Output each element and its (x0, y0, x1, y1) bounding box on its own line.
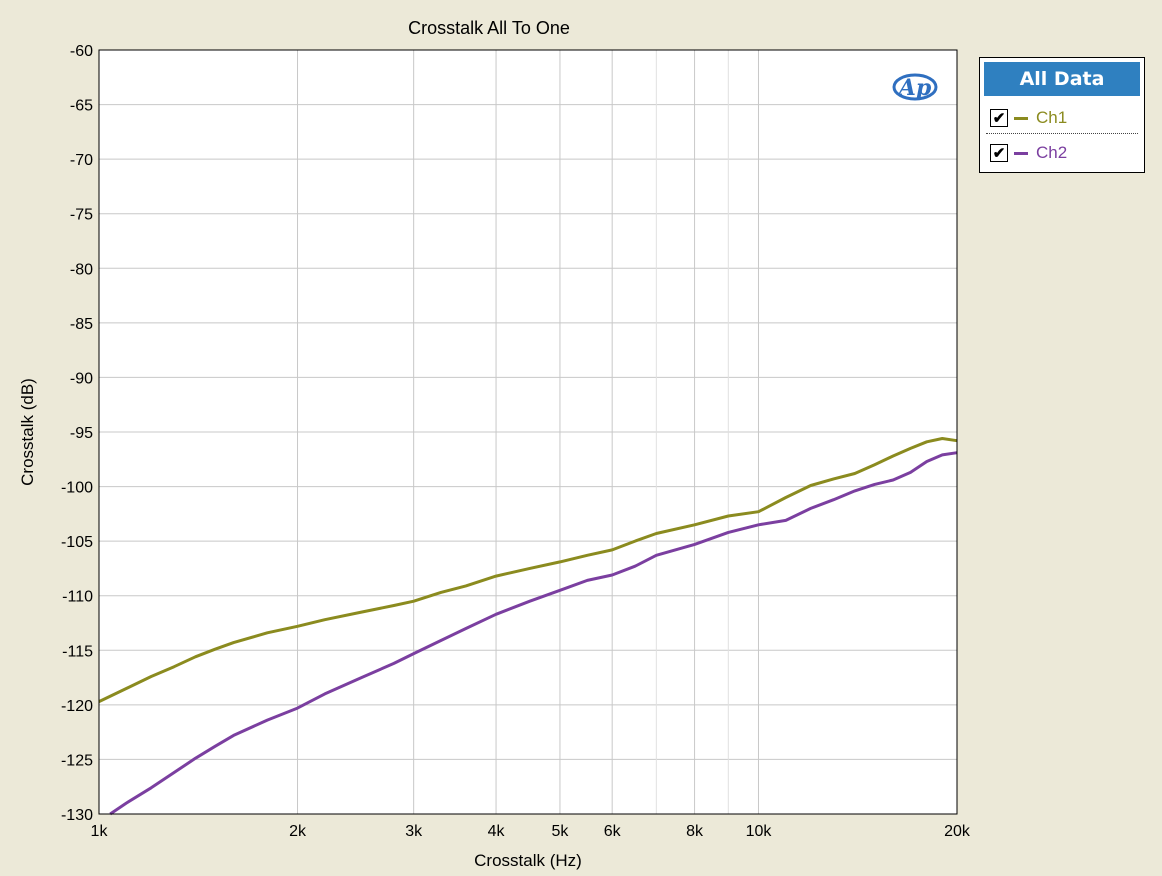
y-tick-label: -130 (61, 807, 93, 824)
y-tick-label: -105 (61, 534, 93, 551)
legend-label-ch2: Ch2 (1036, 143, 1068, 162)
legend-item-ch1[interactable]: ✔ Ch1 (986, 103, 1138, 134)
y-tick-label: -100 (61, 480, 93, 497)
y-tick-label: -75 (70, 207, 93, 224)
legend-header: All Data (984, 62, 1140, 96)
x-tick-label: 4k (488, 823, 506, 840)
y-tick-label: -95 (70, 425, 93, 442)
y-tick-label: -125 (61, 752, 93, 769)
x-tick-label: 10k (746, 823, 773, 840)
x-axis-title: Crosstalk (Hz) (474, 851, 582, 870)
y-tick-label: -85 (70, 316, 93, 333)
y-tick-label: -110 (62, 589, 93, 606)
x-tick-label: 3k (405, 823, 423, 840)
svg-text:Ap: Ap (897, 75, 932, 101)
y-tick-label: -65 (70, 98, 93, 115)
series-line-ch2 (109, 451, 958, 816)
y-tick-label: -90 (70, 370, 93, 387)
x-tick-label: 2k (289, 823, 307, 840)
x-tick-label: 1k (91, 823, 109, 840)
grid (98, 49, 958, 815)
y-axis-ticks: -60 -65 -70 -75 -80 -85 -90 -95 -100 -105 -110 -115… (61, 43, 93, 824)
x-tick-label: 6k (604, 823, 622, 840)
checkbox-ch1[interactable]: ✔ (990, 109, 1008, 127)
y-tick-label: -70 (70, 152, 93, 169)
legend-item-ch2[interactable]: ✔ Ch2 (986, 138, 1138, 168)
plot-border (98, 49, 958, 815)
checkbox-ch2[interactable]: ✔ (990, 144, 1008, 162)
y-tick-label: -120 (61, 698, 93, 715)
x-tick-label: 20k (944, 823, 971, 840)
swatch-ch1 (1014, 116, 1028, 120)
x-axis-ticks: 1k 2k 3k 4k 5k 6k 8k 10k 20k (91, 823, 971, 840)
legend: All Data ✔ Ch1 ✔ Ch2 (979, 57, 1145, 173)
y-tick-label: -115 (62, 643, 93, 660)
legend-label-ch1: Ch1 (1036, 108, 1068, 127)
y-tick-label: -60 (70, 43, 93, 60)
swatch-ch2 (1014, 151, 1028, 155)
x-tick-label: 5k (552, 823, 570, 840)
ap-logo-icon: Ap (892, 73, 938, 101)
y-tick-label: -80 (70, 261, 93, 278)
series-layer (98, 437, 958, 816)
y-axis-title: Crosstalk (dB) (18, 378, 37, 486)
x-tick-label: 8k (686, 823, 704, 840)
series-line-ch1 (98, 437, 958, 703)
chart-title: Crosstalk All To One (408, 18, 570, 38)
